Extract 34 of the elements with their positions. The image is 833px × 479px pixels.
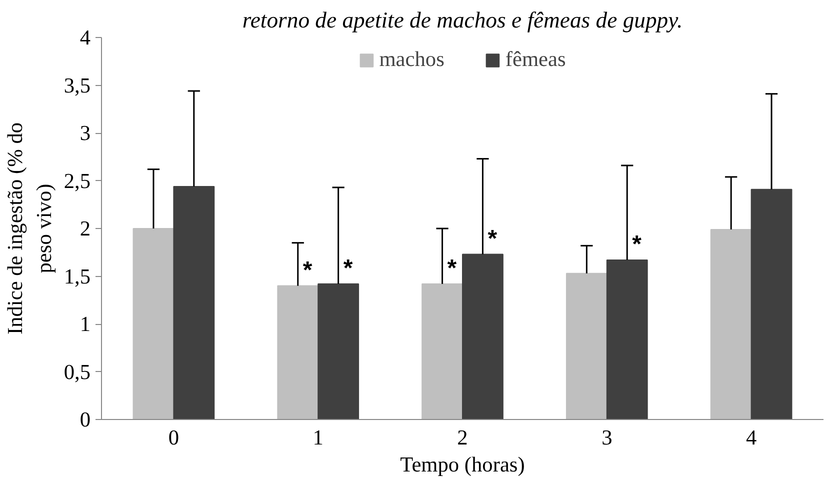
y-tick-label: 1,5: [64, 264, 91, 288]
chart-title: retorno de apetite de machos e fêmeas de guppy.: [242, 8, 683, 32]
bar: [566, 272, 608, 420]
y-tick-label: 4: [80, 26, 91, 50]
y-tick-label: 2,5: [64, 168, 91, 193]
x-axis-title: Tempo (horas): [400, 452, 525, 476]
bar: [750, 188, 792, 420]
data-label: *: [343, 254, 354, 282]
x-tick-label: 3: [602, 426, 612, 450]
x-tick-label: 0: [168, 426, 180, 450]
bar: [710, 228, 752, 420]
y-tick-label: 0: [80, 408, 91, 432]
bar: [422, 283, 463, 420]
y-tick-label: 0,5: [64, 360, 91, 384]
bar: [173, 186, 215, 420]
bar: [318, 283, 360, 420]
x-tick-label: 1: [312, 426, 324, 450]
y-tick-label: 3: [80, 121, 91, 145]
bar: [462, 254, 504, 420]
data-label: *: [447, 254, 458, 282]
x-tick-label: 2: [457, 426, 468, 450]
y-tick-label: 3,5: [64, 73, 91, 98]
y-tick-label: 1: [80, 312, 91, 336]
bar: [132, 228, 174, 420]
bar: [606, 260, 648, 420]
data-label: *: [302, 256, 313, 284]
legend-label: machos: [379, 47, 444, 72]
data-label: *: [632, 231, 642, 258]
y-axis-title: Indice de ingestão (% do peso vivo): [3, 122, 56, 335]
bar: [277, 285, 319, 420]
y-tick-label: 2: [80, 216, 91, 240]
x-tick-label: 4: [746, 426, 757, 450]
data-label: *: [488, 225, 498, 252]
legend-label: fêmeas: [505, 47, 566, 72]
